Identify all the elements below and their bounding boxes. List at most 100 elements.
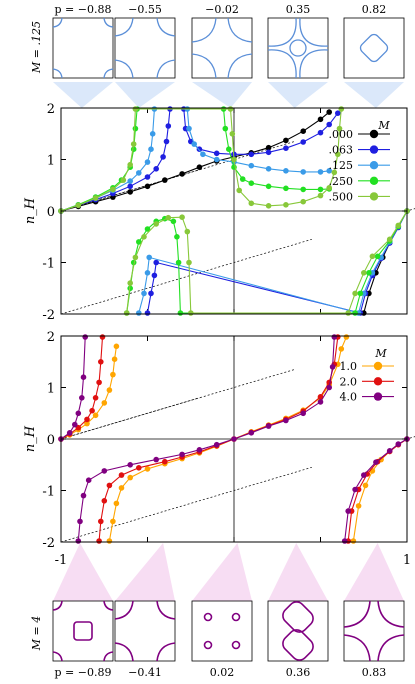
top-data-point [186,125,192,132]
top-data-point [213,150,220,157]
top-data-point [149,131,156,137]
bottom-inset-frame [114,600,176,662]
bottom-data-point [248,430,255,436]
top-inset-frame [114,17,176,79]
bottom-data-point [80,492,87,499]
top-legend-label: .250 [329,175,354,188]
top-data-point [148,290,154,297]
top-inset-contour [52,17,63,28]
top-data-point [136,239,142,245]
top-data-point [283,202,289,208]
bottom-data-point [355,503,362,509]
top-data-point [283,168,289,174]
top-data-point [352,290,358,297]
top-legend-title: M [377,119,390,132]
top-inset-pointer [344,82,404,108]
bottom-data-point [101,498,108,504]
bottom-inset-frame [267,600,329,662]
top-y-axis-label-main: n_H [23,197,38,224]
top-legend-label: .500 [329,190,354,203]
top-data-point [317,129,324,136]
top-data-point [248,200,255,207]
bottom-data-point [136,465,142,471]
bottom-data-point [127,462,133,468]
bottom-y-tick-label: -2 [42,536,55,551]
bottom-data-point [84,416,90,423]
top-series-line [60,108,339,212]
top-inset-contour [299,49,329,79]
top-data-point [395,222,402,229]
bottom-data-point [99,334,106,340]
top-inset-2 [191,17,253,79]
bottom-data-point [329,364,336,370]
bottom-data-point [92,412,99,419]
bottom-data-point [89,407,95,414]
top-inset-frame [267,17,329,79]
bottom-inset-pocket [231,640,241,650]
top-data-point [369,253,376,260]
top-data-point [357,290,364,297]
top-data-point [184,228,191,235]
top-data-point [170,218,177,225]
top-inset-contour [227,53,253,79]
top-inset-label: p = −0.88 [55,3,112,16]
bottom-inset-contour [343,600,371,628]
bottom-data-point [84,420,90,427]
bottom-data-point [179,451,185,458]
bottom-data-point [300,410,307,417]
top-data-point [227,106,234,112]
top-data-point [148,146,154,152]
top-legend: M .000 .063 .125 .250 .500 [329,119,391,203]
bottom-data-point [386,448,393,454]
bottom-y-tick-labels: -2 -1 0 1 2 [42,330,407,551]
bottom-inset-pointer [268,543,328,601]
bottom-data-point [113,500,120,507]
bottom-data-point [110,371,116,378]
top-inset-4 [343,17,405,79]
top-inset-contour [156,59,176,79]
top-inset-1 [114,17,176,79]
bottom-data-point [92,395,99,401]
bottom-data-point [111,356,118,363]
top-data-point [200,151,206,158]
top-data-point [317,186,324,193]
bottom-legend-marker [373,361,383,371]
top-data-point [300,186,307,193]
bottom-data-point [98,359,104,365]
top-data-point [153,259,159,266]
bottom-data-point [331,334,338,340]
top-data-point [338,106,345,112]
top-data-point [127,189,133,195]
top-inset-contour [191,17,217,43]
top-inset-contour [289,39,307,57]
top-series-line [126,210,408,314]
top-inset-contour [156,17,176,37]
top-inset-contour [114,59,134,79]
bottom-data-point [113,343,120,350]
bottom-data-point [77,518,83,525]
bottom-y-tick-label: 2 [47,330,55,345]
top-data-point [222,125,229,132]
bottom-inset-contour [114,642,134,662]
bottom-legend-title: M [374,347,387,360]
bottom-inset-pocket [203,612,213,622]
bottom-series-line [352,438,408,542]
bottom-data-point [341,538,348,544]
bottom-inset-contour [156,600,176,620]
top-data-point [326,109,333,115]
top-data-point [141,290,147,297]
bottom-inset-wedges [53,543,404,601]
top-data-point [283,185,289,192]
top-y-axis-label: n_H [23,197,38,224]
bottom-legend: M 1.0 2.0 4.0 [340,347,394,404]
bottom-inset-4 [343,600,405,662]
bottom-inset-pocket [231,612,241,622]
top-data-point [136,310,142,316]
top-inset-wedges [53,82,404,108]
bottom-inset-pointer [344,543,404,601]
top-data-point [226,146,232,152]
bottom-data-point [106,538,113,544]
bottom-data-point [106,387,113,393]
bottom-data-point [98,518,104,525]
top-y-tick-labels: -2 -1 0 1 2 [42,102,407,323]
